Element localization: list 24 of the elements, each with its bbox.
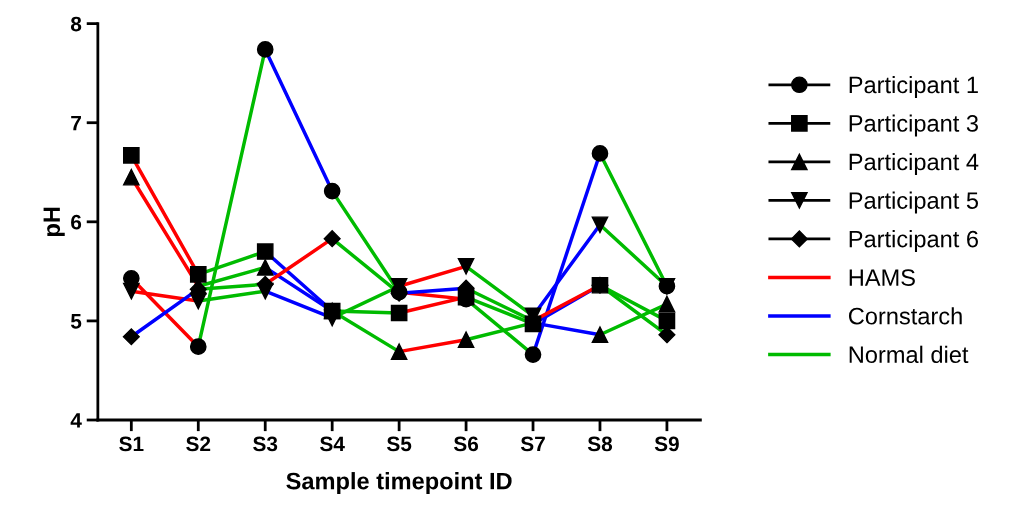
legend-label: Participant 4 bbox=[849, 153, 979, 176]
y-tick-label: 7 bbox=[71, 115, 81, 131]
y-tick-label: 5 bbox=[70, 314, 82, 329]
y-tick-label: 6 bbox=[71, 214, 82, 230]
legend-label: HAMS bbox=[849, 269, 915, 286]
y-axis-title: pH bbox=[43, 207, 65, 236]
x-tick-label: S4 bbox=[320, 436, 345, 452]
x-tick-label: S8 bbox=[587, 436, 613, 452]
y-tick-label: 8 bbox=[70, 16, 82, 32]
x-tick-label: S9 bbox=[654, 436, 679, 452]
legend-label: Participant 3 bbox=[849, 114, 978, 137]
x-axis-title: Sample timepoint ID bbox=[286, 472, 512, 495]
x-tick-label: S6 bbox=[453, 436, 479, 452]
legend-label: Cornstarch bbox=[848, 307, 962, 325]
legend-label: Participant 6 bbox=[849, 230, 978, 253]
legend-label: Participant 1 bbox=[849, 75, 978, 98]
x-tick-label: S1 bbox=[119, 436, 144, 452]
y-tick-label: 4 bbox=[70, 413, 82, 428]
x-tick-label: S7 bbox=[520, 436, 545, 452]
x-tick-label: S5 bbox=[386, 436, 412, 452]
x-tick-label: S2 bbox=[186, 436, 211, 452]
legend-label: Normal diet bbox=[849, 345, 969, 364]
x-tick-label: S3 bbox=[253, 436, 278, 452]
legend-label: Participant 5 bbox=[849, 191, 979, 214]
